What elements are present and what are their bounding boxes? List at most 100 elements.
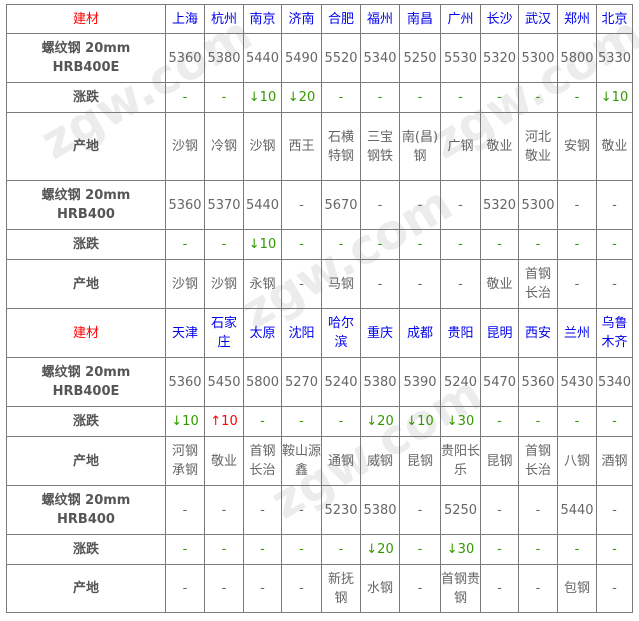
value-cell: - [204, 564, 244, 613]
value-cell: - [281, 564, 322, 613]
row-label: 涨跌 [6, 82, 166, 113]
change-cell: - [557, 534, 597, 565]
value-cell: - [440, 259, 481, 309]
value-cell: 5440 [557, 485, 597, 535]
value-cell: 5270 [281, 357, 322, 407]
change-cell: - [596, 229, 633, 260]
hrb400e-price-row: 螺纹钢 20mm HRB400E 5360 5450 5800 5270 5240 5380… [6, 357, 633, 407]
value-cell: - [165, 564, 205, 613]
value-cell: 5450 [204, 357, 244, 407]
change-cell: - [518, 229, 558, 260]
change-cell: ↓10 [165, 406, 205, 437]
value-cell: 5340 [360, 33, 400, 83]
value-cell: 5360 [165, 180, 205, 230]
value-cell: 5250 [399, 33, 441, 83]
row-label: 涨跌 [6, 229, 166, 260]
change-cell: ↓20 [360, 406, 400, 437]
value-cell: - [518, 564, 558, 613]
value-cell: 首钢长治 [243, 436, 282, 486]
value-cell: 首钢贵钢 [440, 564, 481, 613]
value-cell: 5360 [165, 33, 205, 83]
change-cell: - [321, 82, 361, 113]
city-link[interactable]: 太原 [243, 308, 282, 358]
value-cell: 5240 [321, 357, 361, 407]
city-link[interactable]: 北京 [596, 4, 633, 34]
change-cell: - [321, 406, 361, 437]
row-label: 涨跌 [6, 534, 166, 565]
city-link[interactable]: 哈尔滨 [321, 308, 361, 358]
change-cell: - [557, 82, 597, 113]
value-cell: 5320 [480, 180, 519, 230]
city-link[interactable]: 合肥 [321, 4, 361, 34]
hrb400e-origin-row: 产地 河钢承钢 敬业 首钢长治 鞍山源鑫 通钢 威钢 昆钢 贵阳长乐 昆钢 首钢长治 八钢 酒钢 [6, 436, 633, 486]
value-cell: 石横特钢 [321, 112, 361, 181]
change-cell: - [480, 406, 519, 437]
change-cell: - [399, 534, 441, 565]
city-link[interactable]: 沈阳 [281, 308, 322, 358]
city-link[interactable]: 天津 [165, 308, 205, 358]
change-cell: - [360, 82, 400, 113]
value-cell: 贵阳长乐 [440, 436, 481, 486]
city-link[interactable]: 重庆 [360, 308, 400, 358]
change-cell: - [243, 406, 282, 437]
value-cell: 5490 [281, 33, 322, 83]
row-label: 螺纹钢 20mm HRB400E [6, 357, 166, 407]
value-cell: - [518, 485, 558, 535]
city-link[interactable]: 上海 [165, 4, 205, 34]
value-cell: 马钢 [321, 259, 361, 309]
change-cell: - [165, 82, 205, 113]
value-cell: 5330 [596, 33, 633, 83]
value-cell: 敬业 [596, 112, 633, 181]
city-link[interactable]: 福州 [360, 4, 400, 34]
city-link[interactable]: 杭州 [204, 4, 244, 34]
change-cell: - [399, 229, 441, 260]
value-cell: 沙钢 [204, 259, 244, 309]
city-link[interactable]: 武汉 [518, 4, 558, 34]
city-link[interactable]: 成都 [399, 308, 441, 358]
value-cell: 5380 [360, 485, 400, 535]
change-cell: - [204, 229, 244, 260]
value-cell: 沙钢 [243, 112, 282, 181]
change-cell: - [165, 534, 205, 565]
city-link[interactable]: 广州 [440, 4, 481, 34]
city-link[interactable]: 石家庄 [204, 308, 244, 358]
value-cell: 八钢 [557, 436, 597, 486]
value-cell: 5670 [321, 180, 361, 230]
value-cell: - [596, 485, 633, 535]
value-cell: 5530 [440, 33, 481, 83]
value-cell: 5380 [360, 357, 400, 407]
value-cell: 鞍山源鑫 [281, 436, 322, 486]
hrb400e-price-row: 螺纹钢 20mm HRB400E 5360 5380 5440 5490 5520 5340… [6, 33, 633, 83]
value-cell: 5230 [321, 485, 361, 535]
city-link[interactable]: 郑州 [557, 4, 597, 34]
value-cell: - [557, 259, 597, 309]
value-cell: - [596, 180, 633, 230]
change-cell: - [281, 406, 322, 437]
value-cell: - [480, 564, 519, 613]
city-link[interactable]: 贵阳 [440, 308, 481, 358]
steel-price-table: 建材 上海 杭州 南京 济南 合肥 福州 南昌 广州 长沙 武汉 郑州 北京 螺纹钢 20mm HRB40… [6, 4, 633, 613]
value-cell: - [360, 180, 400, 230]
value-cell: 沙钢 [165, 112, 205, 181]
city-link[interactable]: 长沙 [480, 4, 519, 34]
value-cell: - [596, 259, 633, 309]
city-link[interactable]: 济南 [281, 4, 322, 34]
value-cell: 5800 [557, 33, 597, 83]
city-link[interactable]: 南昌 [399, 4, 441, 34]
value-cell: - [399, 180, 441, 230]
change-cell: - [360, 229, 400, 260]
value-cell: 沙钢 [165, 259, 205, 309]
value-cell: 5440 [243, 180, 282, 230]
city-link[interactable]: 西安 [518, 308, 558, 358]
hrb400-price-row: 螺纹钢 20mm HRB400- - - -5230 5380-5250- -5440- [6, 485, 633, 535]
value-cell: 敬业 [480, 259, 519, 309]
city-link[interactable]: 昆明 [480, 308, 519, 358]
value-cell: 5300 [518, 33, 558, 83]
value-cell: 西王 [281, 112, 322, 181]
city-link[interactable]: 兰州 [557, 308, 597, 358]
value-cell: 5300 [518, 180, 558, 230]
city-link[interactable]: 南京 [243, 4, 282, 34]
city-link[interactable]: 乌鲁木齐 [596, 308, 633, 358]
value-cell: - [399, 259, 441, 309]
change-cell: ↑10 [204, 406, 244, 437]
